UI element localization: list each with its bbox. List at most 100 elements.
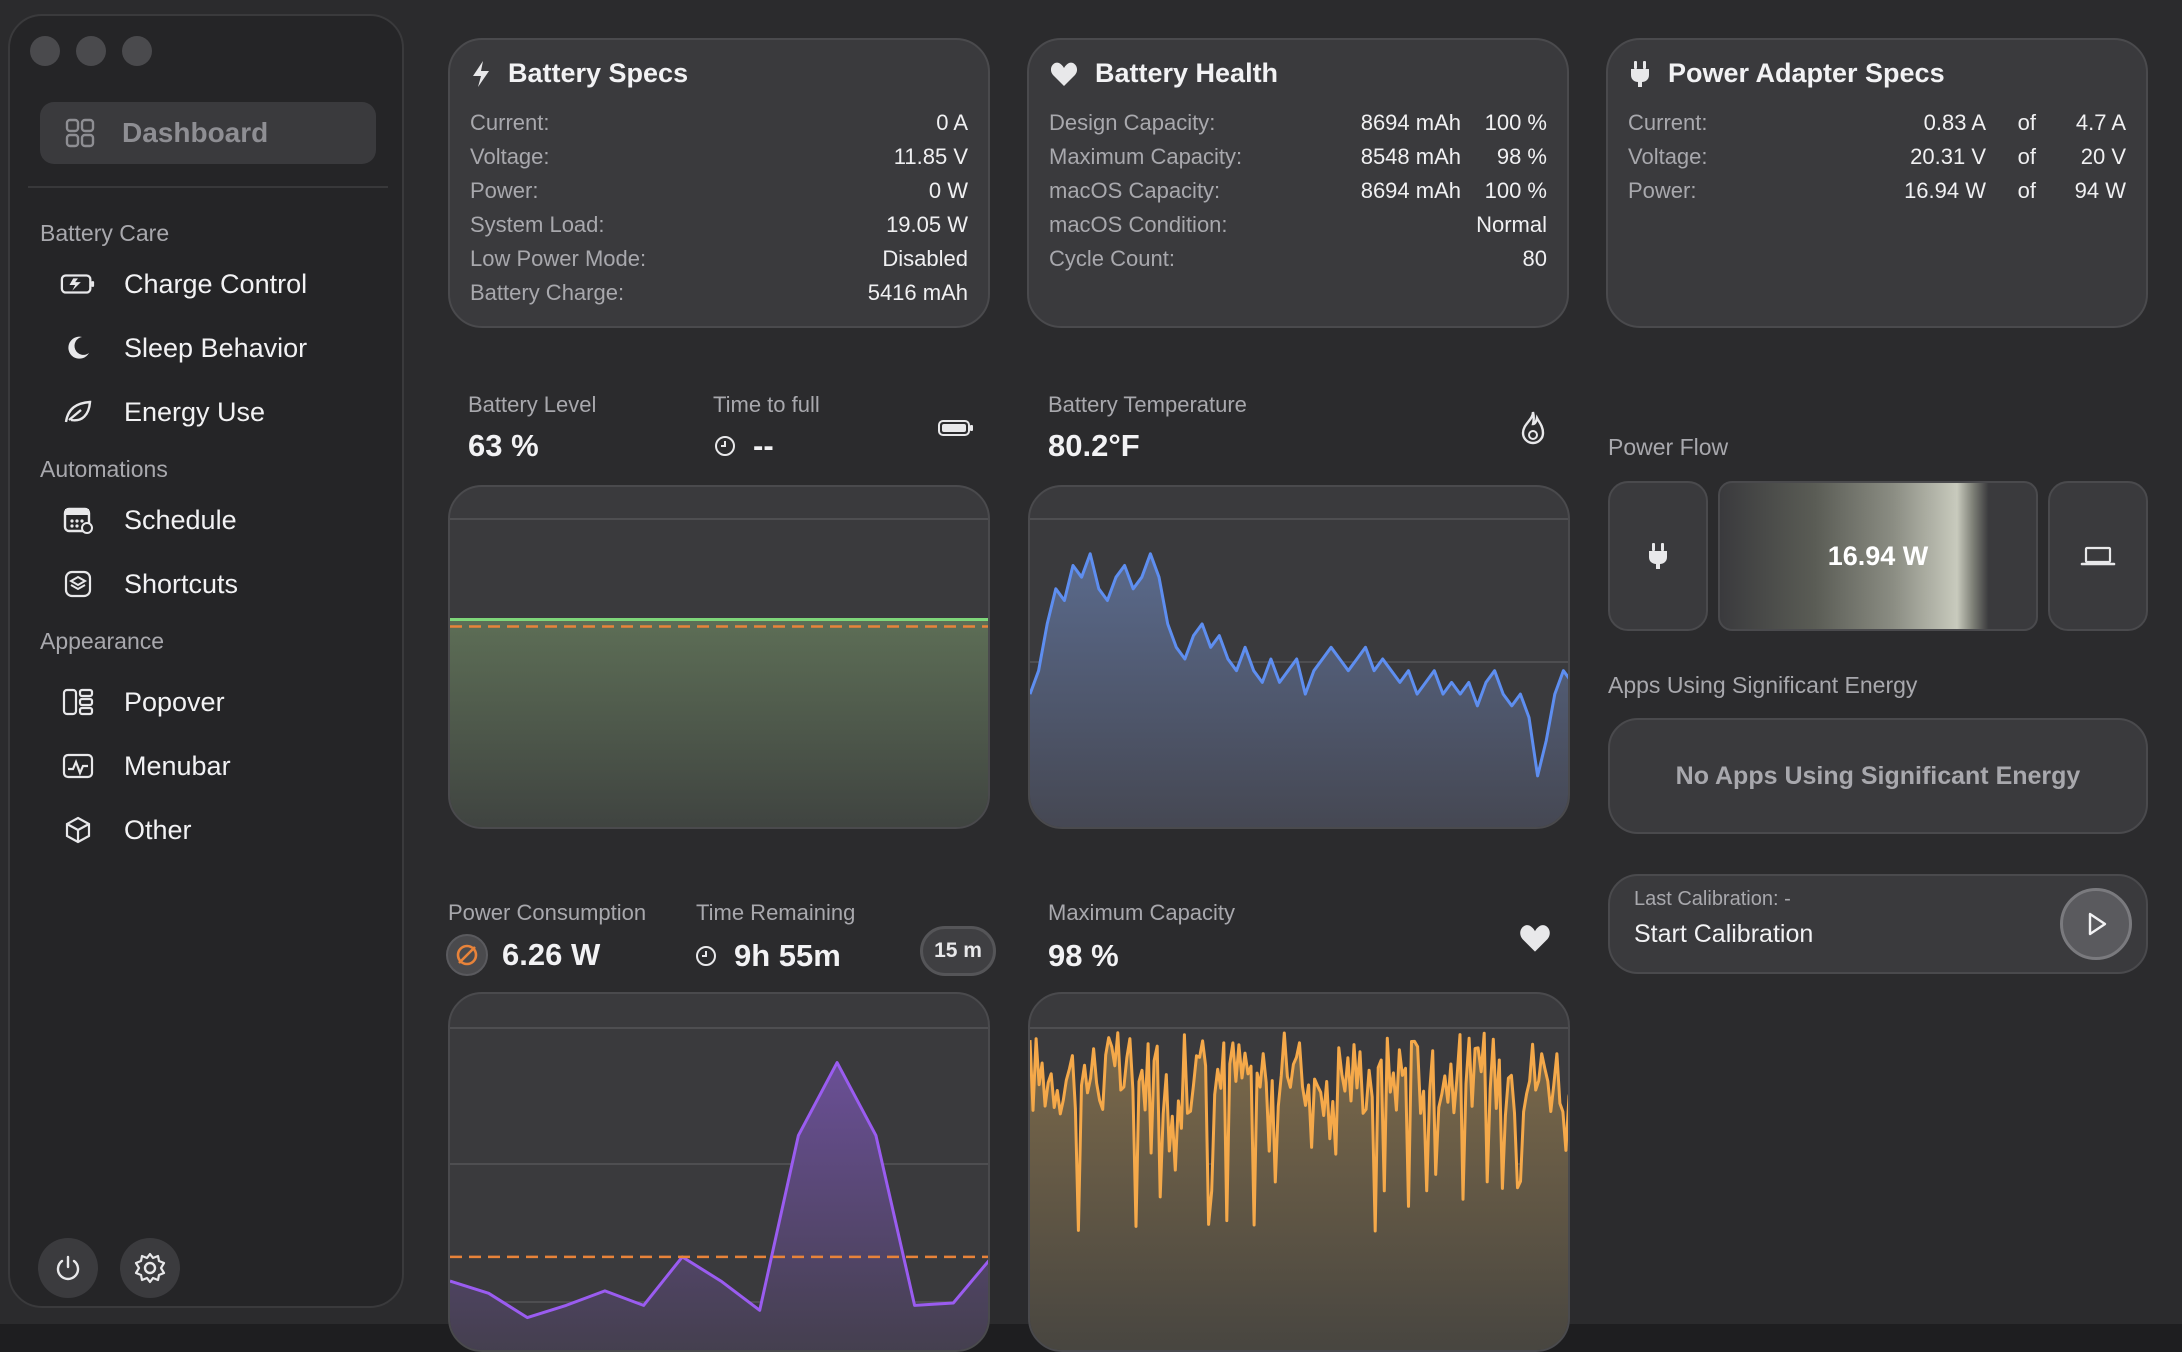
time-to-full: -- [713,428,774,464]
maximum-capacity-label: Maximum Capacity [1048,900,1236,925]
start-calibration-label: Start Calibration [1634,920,1814,948]
minimize-window-button[interactable] [76,36,106,66]
gear-icon [134,1252,166,1284]
sidebar-item-energy-use[interactable]: Energy Use [60,390,265,434]
sidebar-item-label: Other [124,814,192,845]
leaf-icon [60,394,96,430]
sidebar-item-sleep-behavior[interactable]: Sleep Behavior [60,326,307,370]
spec-row: Battery Charge: 5416 mAh [470,280,968,305]
power-destination-box [2048,481,2148,631]
battery-icon [938,420,973,436]
sidebar-item-charge-control[interactable]: Charge Control [60,262,307,306]
spec-row: Voltage: 11.85 V [470,144,968,169]
battery-level-label: Battery Level [468,392,597,417]
power-source-box [1608,481,1708,631]
card-title: Battery Health [1095,58,1279,88]
close-window-button[interactable] [30,36,60,66]
heart-icon [1520,925,1550,952]
sidebar-item-other[interactable]: Other [60,808,192,852]
time-remaining-value: 9h 55m [734,938,841,973]
power-consumption-chart [448,992,990,1352]
power-consumption-value: 6.26 W [502,937,601,972]
card-title: Power Adapter Specs [1668,58,1945,88]
last-calibration-text: Last Calibration: - [1634,888,1791,910]
card-header: Battery Health [1049,58,1278,89]
play-icon [2088,912,2107,936]
series-area [450,1062,988,1350]
sidebar-item-dashboard[interactable]: Dashboard [40,102,376,164]
time-to-full-value: -- [753,428,774,463]
time-remaining: 9h 55m [694,938,841,974]
calibration-card: Last Calibration: - Start Calibration [1608,874,2148,974]
moon-icon [60,330,96,366]
battery-level-value: 63 % [468,428,539,463]
section-title-automations: Automations [40,456,168,482]
spec-row: Design Capacity: 8694 mAh 100 % [1049,110,1547,135]
time-remaining-label: Time Remaining [696,900,856,925]
spec-row: macOS Capacity: 8694 mAh 100 % [1049,178,1547,203]
series-area [1030,553,1568,827]
maximum-capacity-plot [1030,1027,1568,1350]
sidebar-item-label: Dashboard [122,117,269,148]
battery-temperature-chart [1028,485,1570,829]
power-flow-indicator: 16.94 W [1718,481,2038,631]
card-title: Battery Specs [508,58,689,88]
spec-row: macOS Condition: Normal [1049,212,1547,237]
battery-temperature-label: Battery Temperature [1048,392,1247,417]
sidebar-item-menubar[interactable]: Menubar [60,744,231,788]
power-button[interactable] [38,1238,98,1298]
power-consumption-plot [450,1027,988,1350]
battery-specs-card: Battery Specs Current: 0 A Voltage: 11.85 … [448,38,990,328]
maximum-capacity-value: 98 % [1048,938,1119,973]
spec-row: Maximum Capacity: 8548 mAh 98 % [1049,144,1547,169]
power-icon [56,1255,80,1281]
heart-icon [1050,62,1078,86]
sidebar-item-label: Sleep Behavior [124,332,308,363]
section-title-appearance: Appearance [40,628,165,654]
grid-icon [65,118,95,148]
battery-level-plot [450,518,988,827]
start-calibration-button[interactable] [2060,888,2132,960]
power-flow-value: 16.94 W [1827,540,1929,571]
battery-charge-icon [60,266,96,302]
shortcuts-icon [60,566,96,602]
plug-icon [1631,60,1649,87]
bolt-icon [473,60,489,87]
spec-row: Cycle Count: 80 [1049,246,1547,271]
popover-icon [60,684,96,720]
sidebar: Dashboard Battery Care Charge Control Sl… [8,14,404,1308]
sidebar-divider [28,186,388,188]
sidebar-item-schedule[interactable]: Schedule [60,498,237,542]
series-area [450,619,988,827]
spec-row: Low Power Mode: Disabled [470,246,968,271]
sidebar-item-label: Energy Use [124,396,266,427]
series-line [1030,1031,1568,1233]
power-flow-label: Power Flow [1608,434,1729,460]
time-to-full-label: Time to full [713,392,820,417]
sidebar-item-popover[interactable]: Popover [60,680,225,724]
battery-health-card: Battery Health Design Capacity: 8694 mAh 1… [1027,38,1569,328]
apps-energy-label: Apps Using Significant Energy [1608,672,1918,698]
interval-toggle-button[interactable]: 15 m [920,926,996,976]
card-header: Power Adapter Specs [1628,58,1945,89]
cube-icon [60,812,96,848]
battery-level-chart [448,485,990,829]
sidebar-item-label: Popover [124,686,225,717]
sidebar-item-label: Charge Control [124,268,308,299]
battery-temperature-value: 80.2°F [1048,428,1140,463]
settings-button[interactable] [120,1238,180,1298]
power-consumption-label: Power Consumption [448,900,647,925]
spec-row: System Load: 19.05 W [470,212,968,237]
sidebar-item-shortcuts[interactable]: Shortcuts [60,562,238,606]
sidebar-item-label: Menubar [124,750,231,781]
series-line [1030,552,1568,778]
zoom-window-button[interactable] [122,36,152,66]
maximum-capacity-chart [1028,992,1570,1352]
menubar-icon [60,748,96,784]
sidebar-item-label: Schedule [124,504,237,535]
